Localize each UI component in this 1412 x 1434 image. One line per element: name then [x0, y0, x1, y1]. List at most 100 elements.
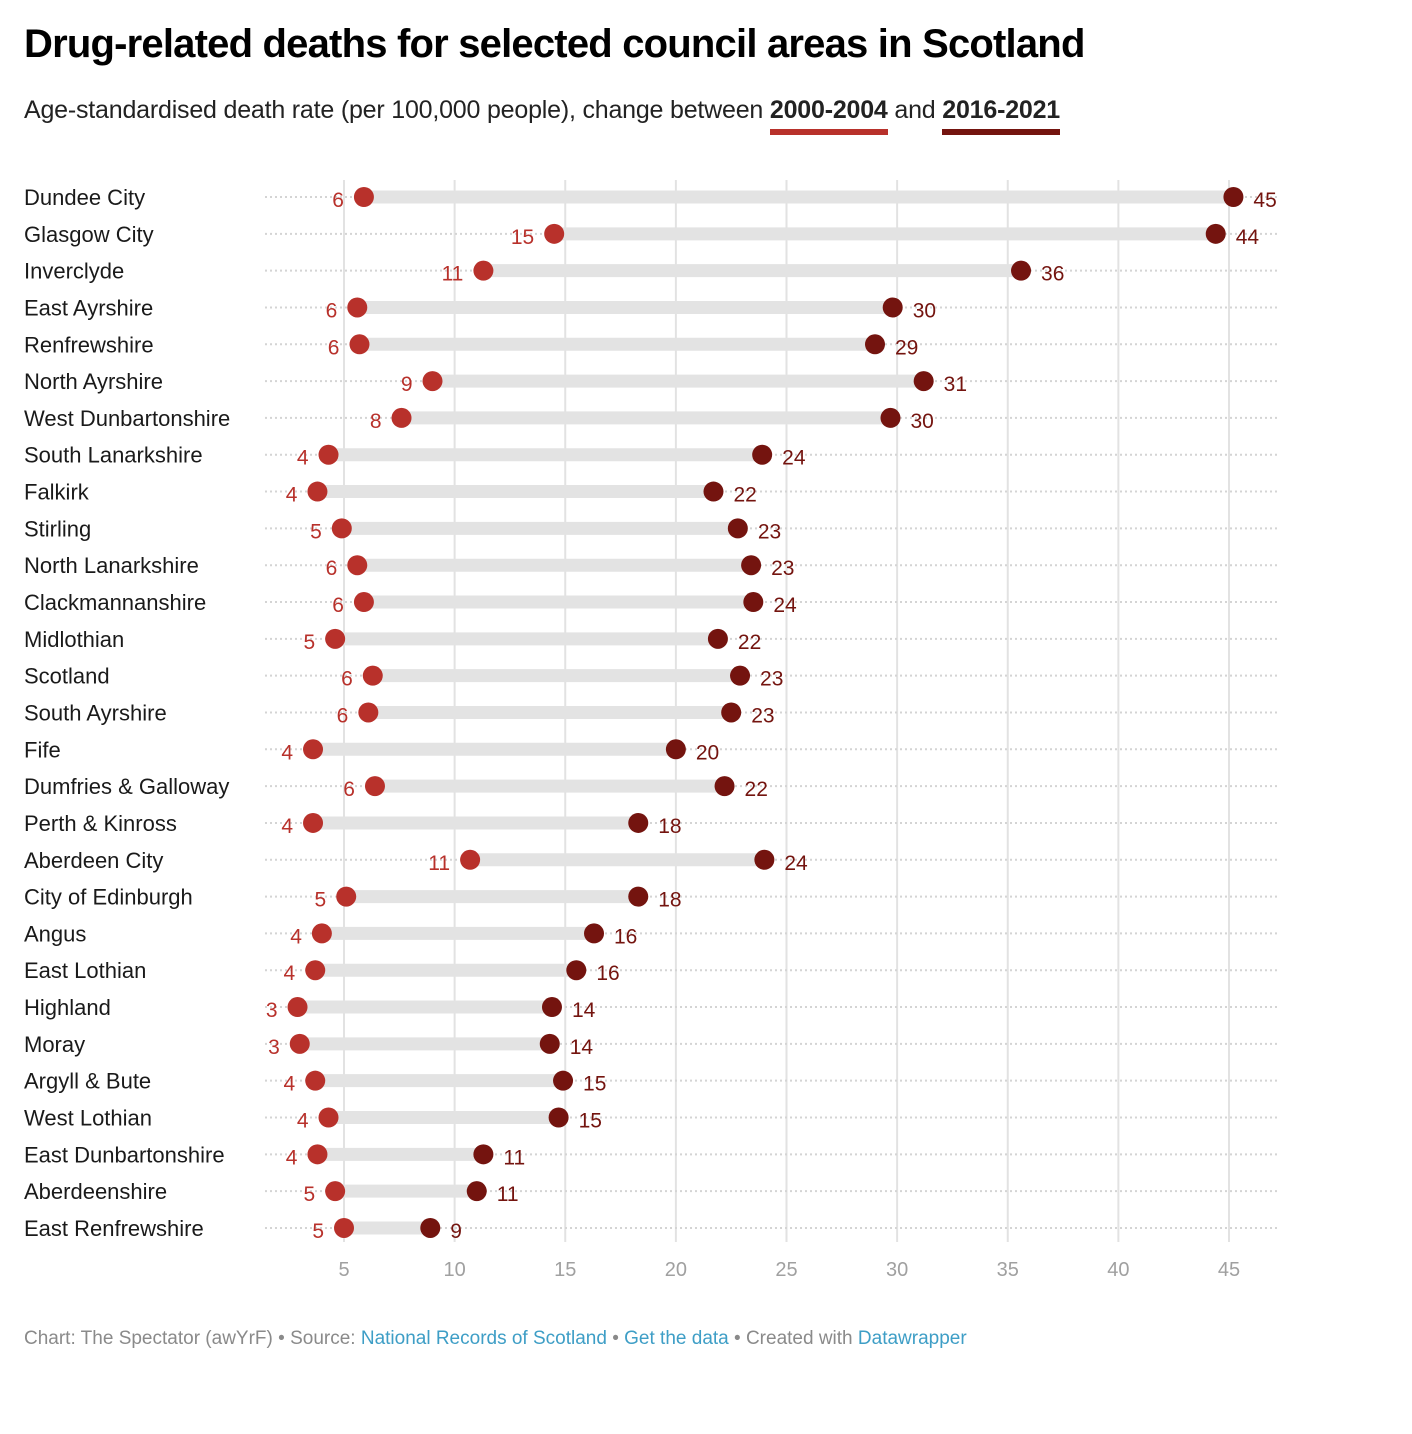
row-label: Moray: [24, 1032, 85, 1057]
dot-2016-2021: [539, 1033, 560, 1054]
value-label-2016-2021: 22: [745, 778, 768, 801]
value-label-2016-2021: 18: [658, 889, 681, 912]
dot-2000-2004: [353, 187, 374, 207]
dot-2000-2004: [364, 776, 385, 797]
value-label-2000-2004: 5: [315, 889, 327, 912]
dot-2000-2004: [307, 481, 328, 502]
dot-2000-2004: [336, 886, 357, 907]
x-tick-label: 45: [1218, 1259, 1240, 1281]
value-label-2016-2021: 15: [583, 1073, 606, 1096]
value-label-2000-2004: 4: [286, 484, 298, 507]
x-tick-label: 10: [444, 1259, 466, 1281]
row-label: North Ayrshire: [24, 369, 163, 394]
value-label-2016-2021: 16: [596, 962, 619, 985]
dot-2016-2021: [882, 297, 903, 318]
value-label-2000-2004: 6: [332, 189, 344, 212]
x-tick-label: 30: [886, 1259, 908, 1281]
value-label-2016-2021: 24: [782, 447, 806, 470]
value-label-2000-2004: 5: [303, 1183, 315, 1206]
value-label-2016-2021: 23: [760, 668, 783, 691]
chart-subtitle: Age-standardised death rate (per 100,000…: [24, 96, 1060, 135]
dot-2000-2004: [287, 997, 308, 1018]
legend-key-2016-2021: 2016-2021: [942, 96, 1060, 135]
dot-2016-2021: [880, 407, 901, 428]
row-label: South Ayrshire: [24, 700, 167, 725]
value-label-2016-2021: 29: [895, 336, 918, 359]
dot-2000-2004: [311, 923, 332, 944]
dot-2000-2004: [318, 444, 339, 465]
row-label: Inverclyde: [24, 259, 124, 284]
value-label-2016-2021: 20: [696, 741, 719, 764]
chart-footer: Chart: The Spectator (awYrF) • Source: N…: [24, 1328, 967, 1350]
value-label-2016-2021: 30: [913, 299, 936, 322]
value-label-2016-2021: 15: [579, 1110, 602, 1133]
dot-2016-2021: [584, 923, 605, 944]
dot-2016-2021: [727, 518, 748, 539]
value-label-2000-2004: 4: [286, 1146, 298, 1169]
row-label: East Renfrewshire: [24, 1216, 204, 1241]
dot-2016-2021: [1011, 260, 1032, 281]
dot-2000-2004: [325, 1181, 346, 1202]
dot-2016-2021: [714, 776, 735, 797]
value-label-2000-2004: 8: [370, 410, 382, 433]
value-label-2000-2004: 15: [511, 226, 534, 249]
dot-2000-2004: [347, 297, 368, 318]
value-label-2016-2021: 22: [738, 631, 761, 654]
value-label-2000-2004: 5: [303, 631, 315, 654]
x-tick-label: 15: [554, 1259, 576, 1281]
value-label-2016-2021: 30: [910, 410, 933, 433]
value-label-2016-2021: 11: [497, 1183, 519, 1206]
row-label: West Dunbartonshire: [24, 406, 230, 431]
row-label: Argyll & Bute: [24, 1069, 151, 1094]
get-the-data-link[interactable]: Get the data: [624, 1328, 729, 1349]
row-label: Fife: [24, 737, 61, 762]
value-label-2000-2004: 3: [268, 1036, 280, 1059]
dot-2016-2021: [628, 886, 649, 907]
dot-2000-2004: [334, 1217, 354, 1238]
datawrapper-link[interactable]: Datawrapper: [857, 1328, 967, 1349]
value-label-2016-2021: 24: [773, 594, 797, 617]
row-label: East Ayrshire: [24, 295, 153, 320]
dot-2000-2004: [318, 1107, 339, 1128]
dot-2016-2021: [741, 555, 762, 576]
value-label-2016-2021: 16: [614, 925, 637, 948]
row-label: Renfrewshire: [24, 332, 154, 357]
row-label: West Lothian: [24, 1106, 152, 1131]
row-label: Aberdeen City: [24, 848, 163, 873]
row-label: Midlothian: [24, 627, 124, 652]
x-tick-label: 20: [665, 1259, 687, 1281]
row-label: Falkirk: [24, 480, 90, 505]
dot-2000-2004: [422, 371, 443, 392]
value-label-2000-2004: 3: [266, 999, 278, 1022]
dot-2016-2021: [628, 812, 649, 833]
dot-2016-2021: [466, 1181, 487, 1202]
dot-2016-2021: [566, 960, 587, 981]
source-link[interactable]: National Records of Scotland: [360, 1328, 607, 1349]
footer-separator: •: [728, 1328, 746, 1349]
dot-2016-2021: [707, 628, 728, 649]
dot-2016-2021: [420, 1217, 441, 1238]
row-label: Stirling: [24, 516, 91, 541]
dot-2016-2021: [541, 997, 562, 1018]
value-label-2000-2004: 6: [326, 299, 338, 322]
row-label: Glasgow City: [24, 222, 154, 247]
value-label-2000-2004: 11: [428, 852, 450, 875]
value-label-2016-2021: 22: [733, 484, 756, 507]
dot-2000-2004: [303, 739, 324, 760]
value-label-2000-2004: 5: [312, 1220, 324, 1243]
value-label-2016-2021: 44: [1236, 226, 1260, 249]
chart-title: Drug-related deaths for selected council…: [24, 22, 1085, 66]
dot-2000-2004: [358, 702, 379, 723]
value-label-2016-2021: 24: [784, 852, 808, 875]
value-label-2000-2004: 6: [328, 336, 340, 359]
chart-credit: Chart: The Spectator (awYrF): [24, 1328, 273, 1349]
dot-2016-2021: [752, 444, 773, 465]
value-label-2016-2021: 23: [751, 704, 774, 727]
dot-2000-2004: [353, 592, 374, 613]
row-label: Aberdeenshire: [24, 1179, 167, 1204]
value-label-2000-2004: 4: [290, 925, 302, 948]
value-label-2000-2004: 4: [281, 741, 293, 764]
dot-2000-2004: [289, 1033, 310, 1054]
row-label: South Lanarkshire: [24, 443, 203, 468]
